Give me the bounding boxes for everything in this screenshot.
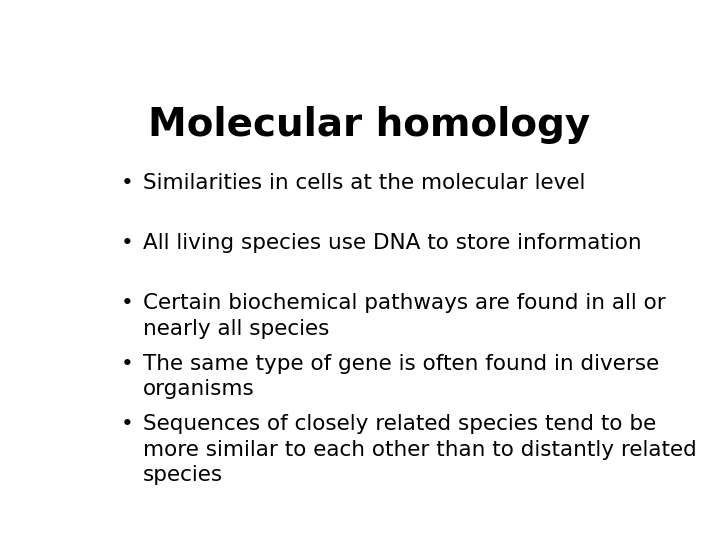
Text: The same type of gene is often found in diverse
organisms: The same type of gene is often found in … [143,354,660,400]
Text: Molecular homology: Molecular homology [148,106,590,144]
Text: •: • [121,233,133,253]
Text: All living species use DNA to store information: All living species use DNA to store info… [143,233,642,253]
Text: •: • [121,294,133,314]
Text: Certain biochemical pathways are found in all or
nearly all species: Certain biochemical pathways are found i… [143,294,666,339]
Text: Similarities in cells at the molecular level: Similarities in cells at the molecular l… [143,173,585,193]
Text: •: • [121,414,133,434]
Text: Sequences of closely related species tend to be
more similar to each other than : Sequences of closely related species ten… [143,414,697,485]
Text: •: • [121,173,133,193]
Text: •: • [121,354,133,374]
